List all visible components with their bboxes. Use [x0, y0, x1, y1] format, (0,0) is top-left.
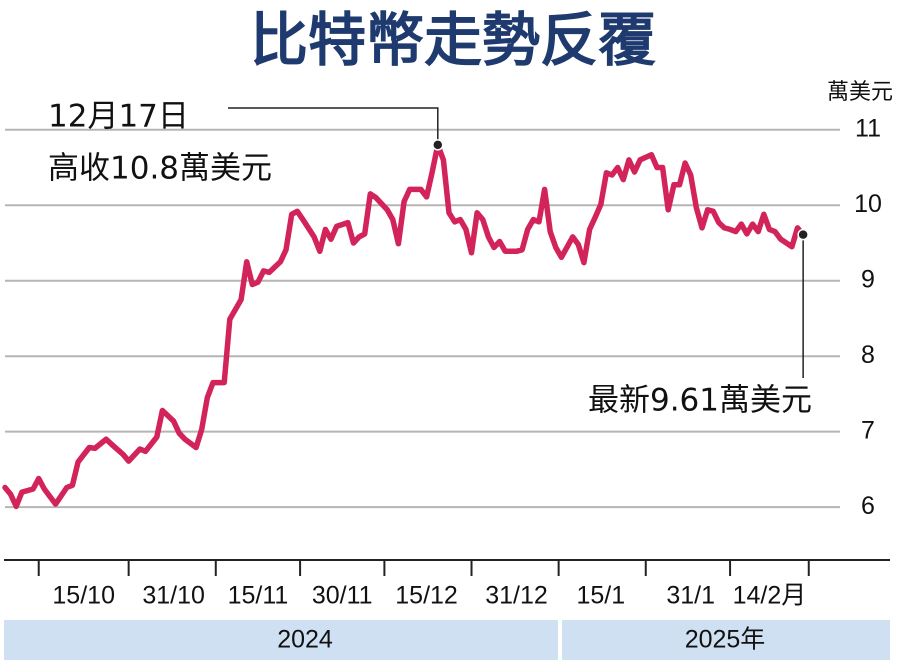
x-tick-label: 31/12	[485, 582, 548, 610]
year-label: 2025年	[685, 626, 766, 654]
x-tick-label: 31/10	[142, 582, 205, 610]
annotation: 最新9.61萬美元	[588, 383, 812, 419]
y-unit: 萬美元	[827, 80, 893, 105]
price-line	[2, 142, 806, 510]
year-label: 2024	[277, 626, 333, 654]
x-tick-label: 15/1	[576, 582, 625, 610]
x-tick-label: 14/2月	[733, 582, 807, 610]
x-tick-label: 15/12	[395, 582, 458, 610]
year-band	[562, 620, 890, 660]
latest-dot	[797, 228, 809, 241]
chart-title: 比特幣走勢反覆	[250, 6, 656, 74]
x-tick-label: 31/1	[666, 582, 715, 610]
x-tick-label: 15/11	[228, 582, 289, 610]
annotation: 高收10.8萬美元	[48, 151, 272, 187]
y-tick-label: 11	[855, 114, 881, 142]
y-tick-label: 10	[854, 190, 882, 218]
y-tick-label: 9	[861, 265, 875, 293]
y-tick-label: 7	[861, 416, 875, 444]
leader-line	[228, 107, 439, 145]
y-tick-label: 8	[861, 341, 875, 369]
peak-dot	[432, 139, 444, 151]
x-tick-label: 30/11	[312, 582, 373, 610]
y-tick-label: 6	[861, 492, 875, 520]
year-band	[4, 620, 558, 660]
annotation: 12月17日	[48, 99, 189, 135]
x-tick-label: 15/10	[52, 582, 115, 610]
